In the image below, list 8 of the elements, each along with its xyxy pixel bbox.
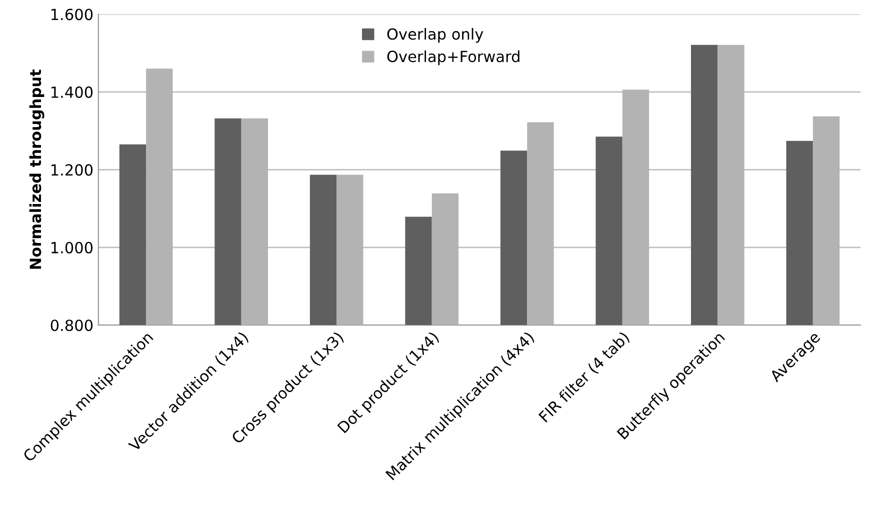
- y-tick-label: 1.000: [52, 242, 93, 254]
- legend-label: Overlap+Forward: [387, 50, 520, 66]
- y-tick-label: 1.600: [52, 8, 93, 20]
- y-tick-label: 1.200: [52, 164, 93, 176]
- y-tick-label: 0.800: [50, 320, 93, 332]
- legend-label: Overlap only: [387, 28, 484, 43]
- y-axis-title: Normalized throughput: [29, 70, 44, 269]
- y-tick-label: 1.400: [52, 86, 93, 98]
